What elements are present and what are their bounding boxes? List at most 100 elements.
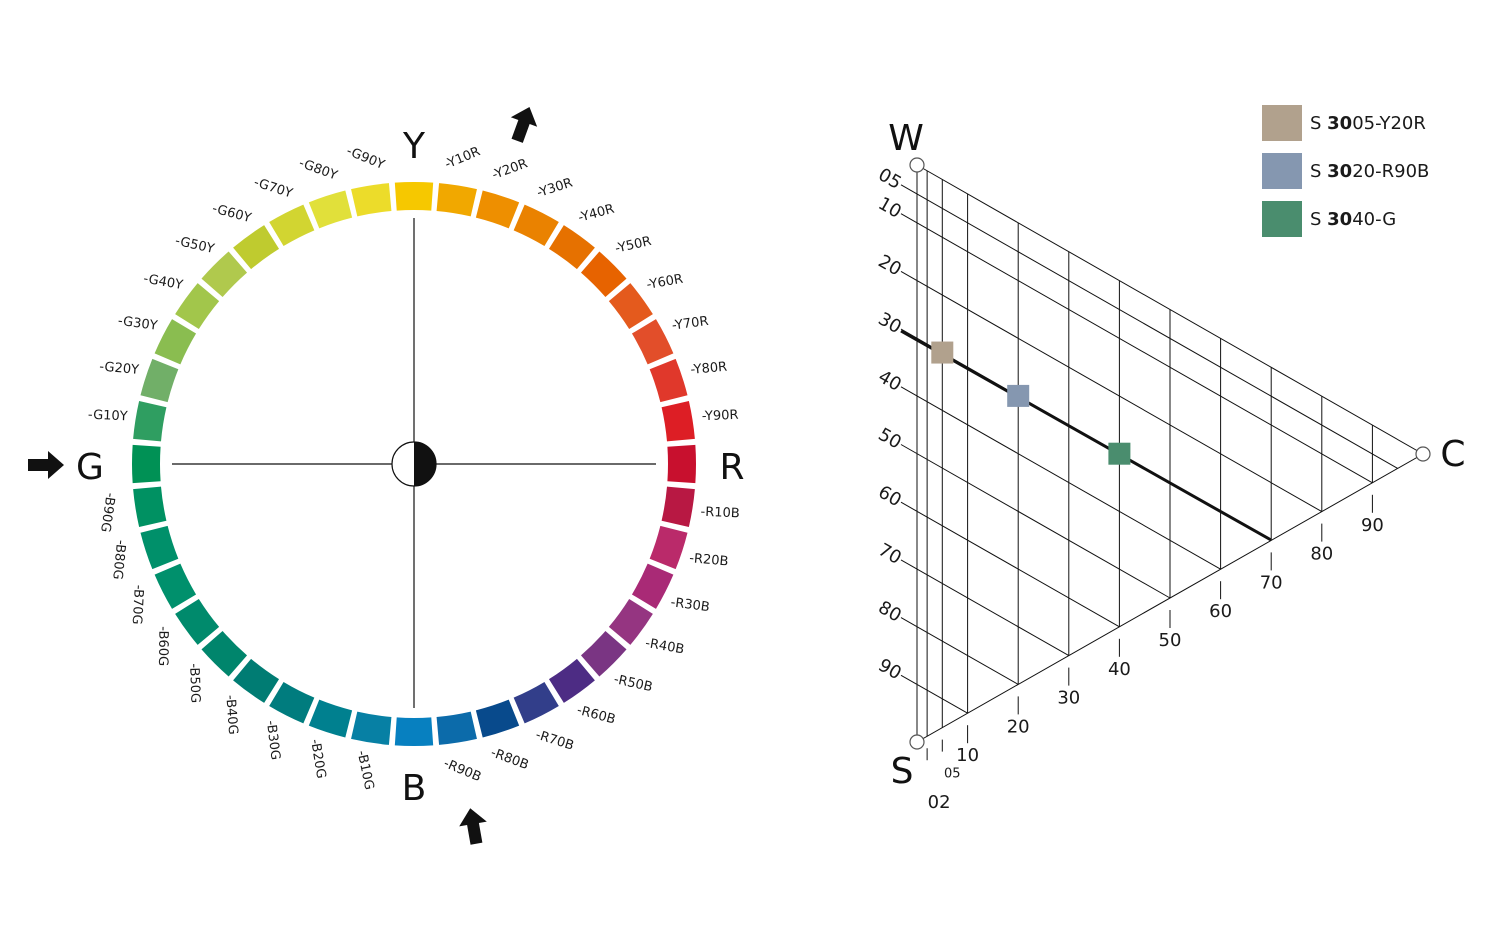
blackness-grid-line: [900, 184, 1398, 469]
chromaticness-tick-label: 30: [1057, 688, 1080, 709]
hue-segment-label: -R70B: [534, 728, 576, 754]
arrow-icon-g: [28, 451, 64, 479]
blackness-tick-label: 05: [875, 164, 905, 194]
hue-segment: [580, 251, 627, 298]
hue-segment: [475, 190, 520, 229]
hue-segment: [394, 182, 434, 211]
hue-segment-label: -G80Y: [297, 156, 340, 184]
hue-segment-label: -G70Y: [252, 175, 294, 201]
hue-segment: [269, 204, 315, 247]
half-circle-icon: [391, 441, 437, 487]
hue-segment-label: -Y20R: [490, 156, 530, 183]
arrow-icon-y20r: [510, 106, 538, 143]
sample-markers: [931, 341, 1131, 465]
hue-label-y: Y: [402, 126, 426, 167]
hue-segment: [133, 486, 167, 527]
blackness-grid-line: [900, 270, 1323, 513]
chromaticness-tick-label: 60: [1209, 601, 1232, 622]
hue-segment-label: -B70G: [129, 584, 146, 625]
blackness-tick-label: 40: [875, 366, 905, 396]
sample-marker: [931, 341, 954, 364]
hue-segment-label: -G40Y: [142, 271, 184, 293]
vertex-s-marker: [909, 734, 925, 750]
hue-segment-label: -G90Y: [344, 144, 386, 173]
vertex-label-c: C: [1440, 434, 1465, 475]
blackness-grid-line: [900, 213, 1373, 484]
hue-segment-label: -B80G: [109, 539, 128, 580]
blackness-grid-line: [900, 501, 1120, 628]
sample-legend: S 3005-Y20R S 3020-R90B S 3040-G: [1262, 105, 1429, 237]
hue-segment: [649, 525, 688, 570]
hue-segment-label: -B40G: [222, 694, 240, 735]
vertex-c-marker: [1415, 446, 1431, 462]
hue-segment: [201, 630, 248, 677]
hue-segment: [154, 319, 197, 365]
hue-label-b: B: [402, 768, 427, 809]
hue-segment-label: -Y60R: [646, 272, 685, 293]
legend-notation: S 3005-Y20R: [1310, 113, 1426, 134]
blackness-grid-line: [900, 674, 968, 714]
hue-segment-label: -B90G: [97, 492, 118, 534]
hue-segment: [631, 319, 674, 365]
hue-segment: [351, 711, 392, 745]
blackness-tick-label: 90: [875, 655, 905, 685]
legend-notation: S 3020-R90B: [1310, 161, 1429, 182]
hue-segment: [201, 251, 248, 298]
hue-segment-label: -R20B: [689, 551, 729, 569]
triangle-ticks: 0510203040506070809002051020304050607080…: [875, 164, 1384, 813]
hue-segment: [436, 183, 477, 217]
blackness-grid-line: [900, 444, 1171, 599]
chromaticness-tick-label: 50: [1159, 630, 1182, 651]
chromaticness-tick-label: 20: [1007, 716, 1030, 737]
legend-swatch: [1262, 201, 1302, 237]
hue-segment-label: -B60G: [155, 626, 170, 666]
hue-segment-label: -B10G: [354, 749, 377, 791]
arrow-icon-r90b: [459, 808, 487, 845]
hue-segment: [175, 598, 220, 645]
hue-segment: [140, 525, 179, 570]
hue-segment: [608, 598, 653, 645]
hue-segment-label: -Y10R: [443, 144, 483, 172]
hue-segment: [351, 183, 392, 217]
hue-segment: [436, 711, 477, 745]
chromaticness-tick-label: 40: [1108, 659, 1131, 680]
hue-segment: [133, 401, 167, 442]
hue-segment-label: -Y40R: [577, 202, 616, 226]
hue-segment: [667, 444, 696, 484]
chromaticness-tick-label: 80: [1310, 544, 1333, 565]
hue-segment: [548, 225, 595, 270]
hue-segment: [394, 717, 434, 746]
hue-segment-label: -Y80R: [690, 360, 728, 378]
blackness-tick-label: 80: [875, 597, 905, 627]
hue-segment: [661, 401, 695, 442]
blackness-grid-line: [900, 386, 1221, 570]
hue-segment: [631, 563, 674, 609]
hue-segment: [580, 630, 627, 677]
hue-segment-label: -Y90R: [702, 408, 739, 425]
blackness-line: [900, 329, 1272, 542]
hue-label-g: G: [76, 447, 104, 488]
hue-segment-label: -R60B: [575, 703, 617, 728]
hue-segment-label: -Y30R: [535, 176, 574, 201]
hue-segment-label: -G50Y: [174, 234, 216, 257]
blackness-tick-label: 50: [875, 424, 905, 454]
hue-segment-label: -Y70R: [671, 314, 709, 334]
legend-swatch: [1262, 153, 1302, 189]
blackness-tick-label: 20: [875, 251, 905, 281]
vertex-w-marker: [909, 157, 925, 173]
hue-segment-label: -R90B: [441, 756, 483, 785]
chromaticness-tick-label: 02: [928, 792, 951, 813]
hue-segments: [132, 182, 696, 746]
hue-segment: [269, 681, 315, 724]
hue-circle: -Y10R -Y20R-Y30R-Y40R -Y50R -Y60R -Y70R -Y80R…: [28, 106, 745, 845]
blackness-tick-label: 60: [875, 482, 905, 512]
hue-segment-label: -R40B: [644, 636, 685, 658]
hue-segment: [140, 358, 179, 403]
legend-notation: S 3040-G: [1310, 209, 1396, 230]
hue-segment: [661, 486, 695, 527]
blackness-tick-label: 70: [875, 539, 905, 569]
hue-segment-label: -R50B: [612, 672, 654, 695]
chromaticness-tick-label: 05: [944, 767, 961, 782]
hue-segment: [308, 699, 353, 738]
hue-label-r: R: [719, 447, 744, 488]
